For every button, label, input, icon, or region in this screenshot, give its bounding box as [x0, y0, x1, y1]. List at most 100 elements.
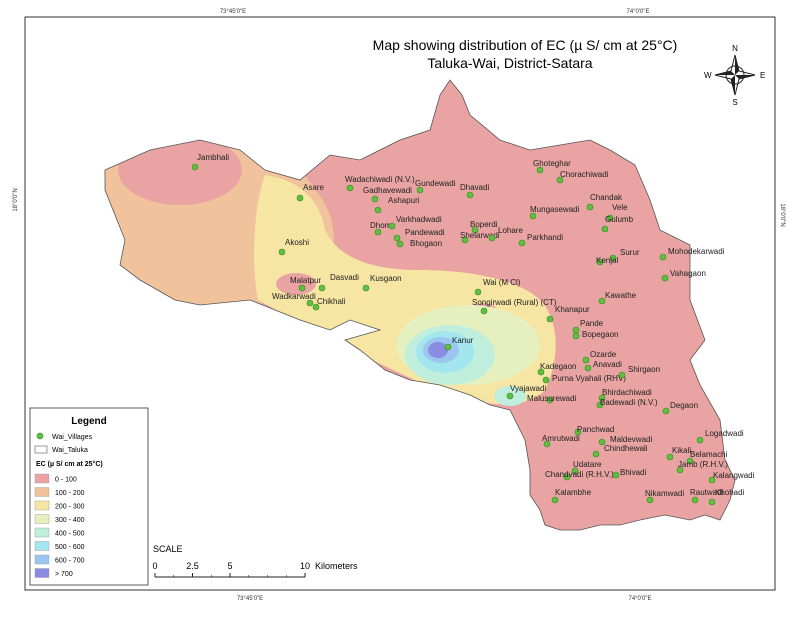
legend-swatch — [34, 541, 50, 551]
village-label: Surur — [620, 248, 640, 257]
village-label: Udatare — [573, 460, 602, 469]
village-label: Chindhewali — [604, 444, 648, 453]
village-label: Malusurewadi — [527, 394, 577, 403]
legend-label: 300 - 400 — [55, 517, 85, 524]
village-marker — [543, 440, 551, 448]
village-label: Gundewadi — [415, 179, 456, 188]
compass: N S E W — [704, 44, 765, 107]
legend-label: Wai_Villages — [52, 434, 93, 441]
village-marker — [480, 307, 488, 315]
village-marker — [518, 239, 526, 247]
village-marker — [537, 368, 545, 376]
graticule-label: 73°45'0"E — [220, 9, 246, 15]
village-label: Degaon — [670, 401, 698, 410]
village-label: Ozarde — [590, 350, 617, 359]
village-marker — [278, 248, 286, 256]
compass-n: N — [732, 44, 738, 53]
village-marker — [601, 225, 609, 233]
village-label: Bhogaon — [410, 239, 442, 248]
village-label: Lohare — [498, 226, 523, 235]
legend-swatch — [34, 568, 50, 578]
village-marker — [571, 467, 579, 475]
legend-swatch — [34, 514, 50, 524]
village-marker — [618, 371, 626, 379]
village-label: Panchwad — [577, 425, 614, 434]
zone — [118, 135, 242, 205]
village-marker — [474, 288, 482, 296]
village-marker — [396, 240, 404, 248]
village-label: Kikali — [672, 446, 691, 455]
village-marker — [582, 356, 590, 364]
village-marker — [606, 214, 614, 222]
village-marker — [542, 376, 550, 384]
village-label: Asare — [303, 183, 324, 192]
subtitle: Taluka-Wai, District-Satara — [427, 55, 592, 71]
compass-w: W — [704, 71, 712, 80]
village-marker — [708, 476, 716, 484]
village-label: Wai (M Cl) — [483, 278, 521, 287]
village-label: Gadhavewadi — [363, 186, 412, 195]
village-marker — [506, 392, 514, 400]
village-label: Pande — [580, 319, 604, 328]
scale-label: 5 — [227, 561, 232, 571]
village-label: Chandvadi (R.H.V.) — [545, 470, 614, 479]
village-label: Khohadi — [715, 488, 745, 497]
village-marker — [584, 364, 592, 372]
village-marker — [306, 299, 314, 307]
village-marker — [592, 450, 600, 458]
village-label: Chandak — [590, 193, 623, 202]
village-label: Kalambhe — [555, 488, 592, 497]
village-label: Gulumb — [605, 215, 634, 224]
village-marker — [461, 236, 469, 244]
village-marker — [612, 471, 620, 479]
village-marker — [529, 212, 537, 220]
village-marker — [598, 297, 606, 305]
legend-swatch — [34, 500, 50, 511]
legend-subtitle: EC (µ S/ cm at 25°C) — [36, 460, 103, 468]
village-label: Wadachiwadi (N.V.) — [345, 175, 415, 184]
village-marker — [374, 228, 382, 236]
village-label: Bopegaon — [582, 330, 618, 339]
village-label: Chorachiwadi — [560, 170, 609, 179]
village-label: Malatpur — [290, 276, 321, 285]
village-marker — [598, 438, 606, 446]
village-marker — [609, 254, 617, 262]
village-label: Akoshi — [285, 238, 309, 247]
village-label: Ashapuri — [388, 196, 420, 205]
compass-s: S — [732, 98, 737, 107]
legend-label: 0 - 100 — [55, 477, 77, 484]
village-label: Dasvadi — [330, 273, 359, 282]
legend: Legend Wai_Villages Wai_Taluka EC (µ S/ … — [29, 407, 149, 586]
scale-label: 2.5 — [186, 561, 199, 571]
village-marker — [416, 186, 424, 194]
village-label: Purna Vyahali (RHV) — [552, 374, 626, 383]
village-label: Bhirdachiwadi — [602, 388, 652, 397]
village-marker — [586, 203, 594, 211]
village-marker — [661, 274, 669, 282]
village-marker — [572, 326, 580, 334]
village-label: Belamachi — [690, 450, 728, 459]
village-label: Bhivadi — [620, 468, 646, 477]
village-marker — [696, 436, 704, 444]
taluka-boundary — [104, 79, 736, 531]
village-label: Vele — [612, 203, 628, 212]
village-marker — [662, 407, 670, 415]
village-marker — [574, 428, 582, 436]
village-label: Ghoteghar — [533, 159, 571, 168]
village-label: Rautwadi — [690, 488, 724, 497]
village-marker — [191, 163, 199, 171]
village-label: Logadwadi — [705, 429, 744, 438]
village-label: Kadegaon — [540, 362, 576, 371]
village-marker — [666, 453, 674, 461]
village-marker — [393, 234, 401, 242]
legend-label: > 700 — [55, 571, 73, 578]
village-label: Wadkarwadi — [272, 292, 316, 301]
village-marker — [708, 498, 716, 506]
village-marker — [546, 396, 554, 404]
village-label: Mungasewadi — [530, 205, 580, 214]
graticule-label: 18°0'0"N — [779, 203, 785, 226]
village-label: Dhom — [370, 221, 392, 230]
village-marker — [659, 253, 667, 261]
village-marker — [374, 206, 382, 214]
